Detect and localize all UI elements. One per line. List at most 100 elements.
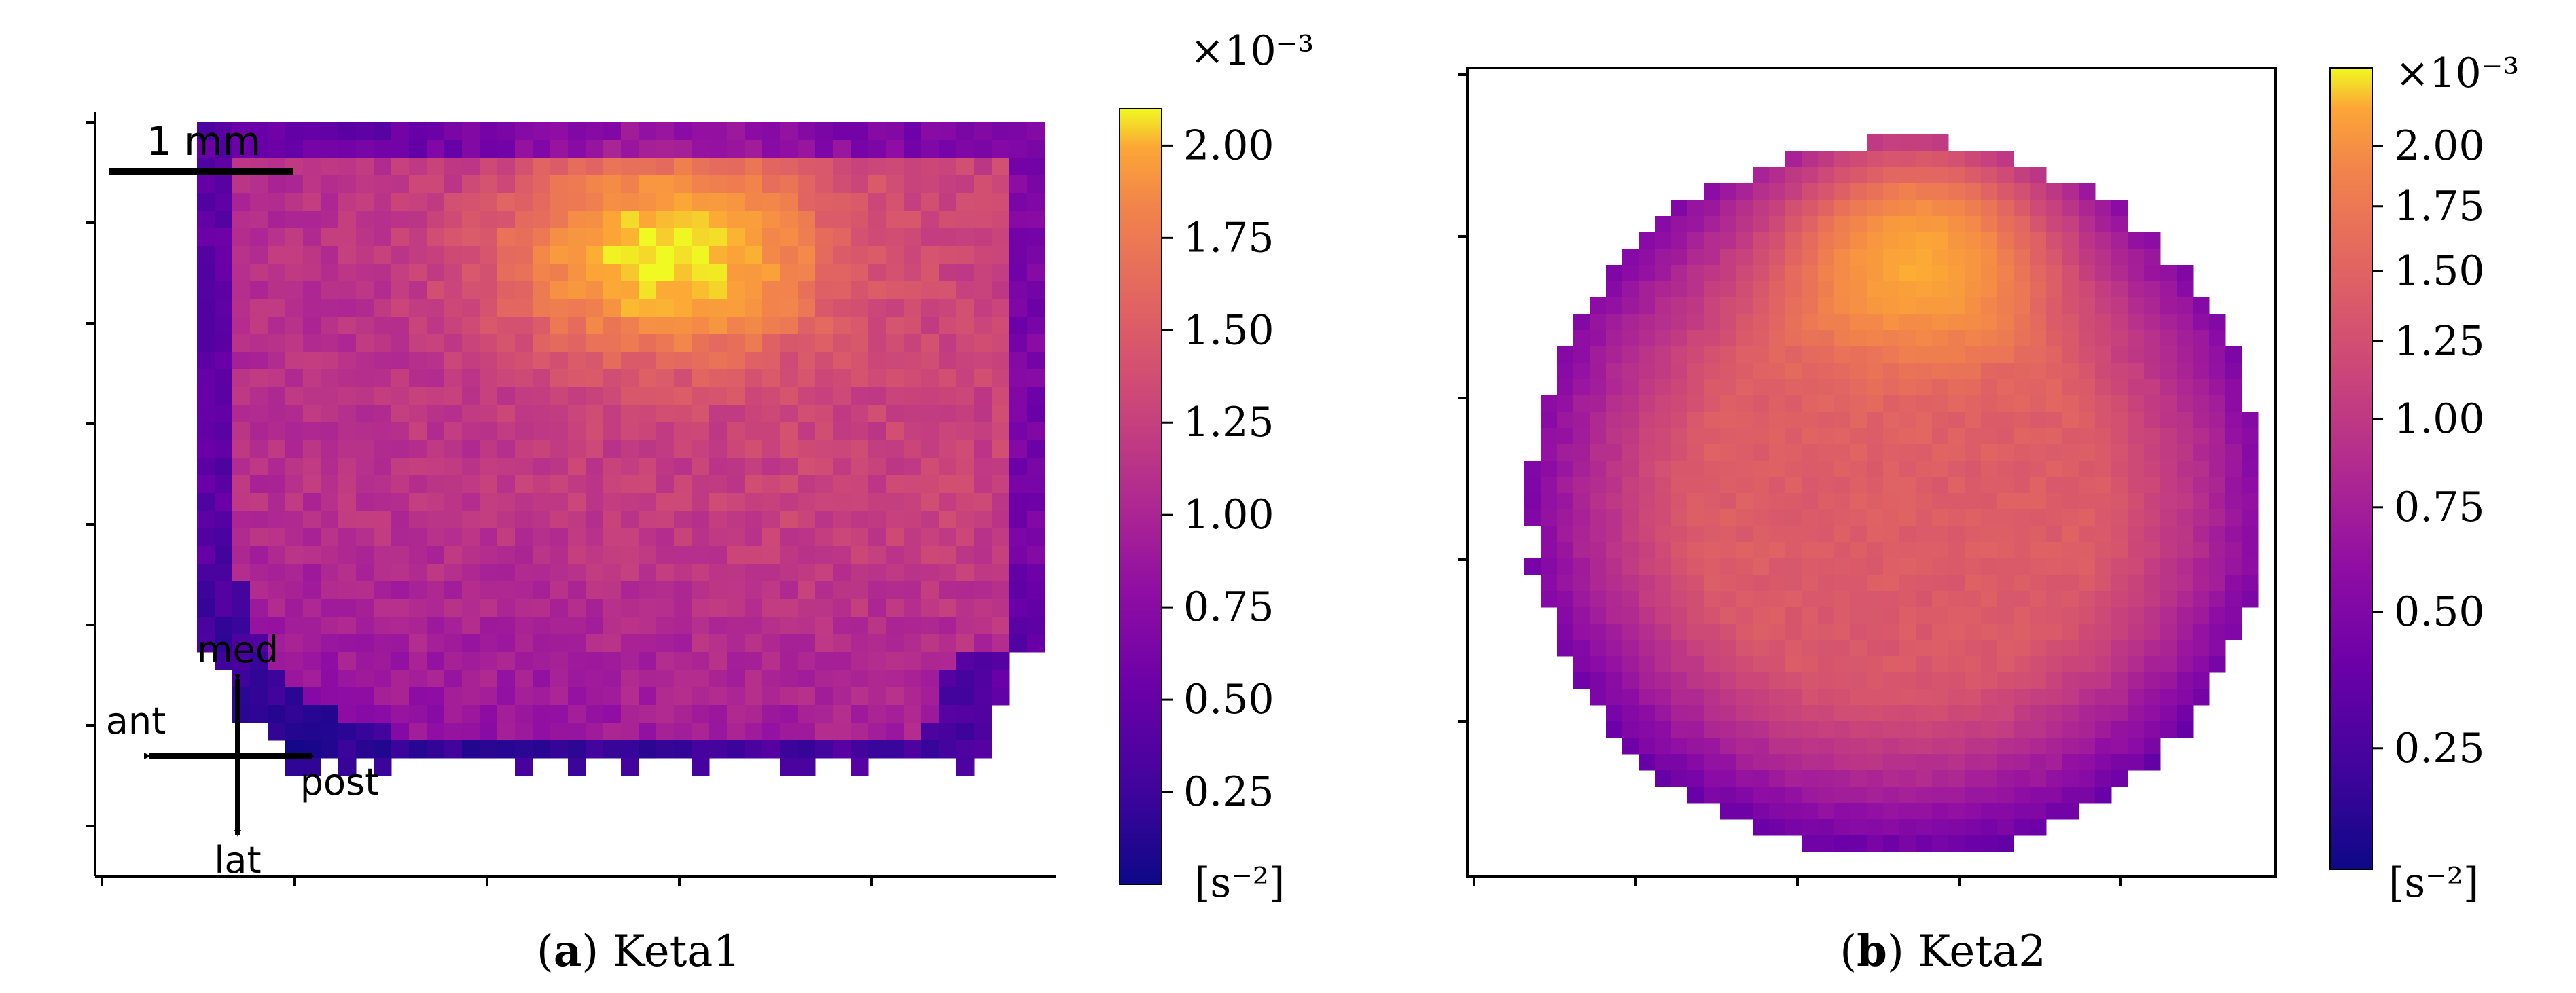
heatmap-cell (568, 705, 586, 723)
heatmap-cell (674, 369, 692, 388)
heatmap-cell (1720, 787, 1737, 804)
heatmap-cell (2193, 297, 2210, 314)
heatmap-cell (550, 299, 569, 317)
heatmap-cell (338, 758, 357, 776)
heatmap-cell (886, 193, 904, 211)
heatmap-cell (550, 475, 569, 494)
heatmap-cell (1916, 428, 1933, 445)
heatmap-cell (2177, 281, 2194, 298)
heatmap-cell (497, 193, 516, 211)
heatmap-cell (1671, 770, 1688, 787)
heatmap-cell (621, 246, 639, 264)
heatmap-cell (956, 175, 975, 194)
heatmap-cell (321, 440, 339, 458)
heatmap-cell (550, 158, 569, 176)
heatmap-cell (2209, 395, 2226, 412)
heatmap-cell (2062, 314, 2079, 331)
heatmap-cell (939, 369, 957, 388)
heatmap-cell (2209, 477, 2226, 494)
heatmap-cell (2144, 249, 2161, 266)
heatmap-cell (621, 193, 639, 211)
heatmap-cell (586, 440, 604, 458)
heatmap-cell (1785, 526, 1802, 543)
heatmap-cell (745, 440, 763, 458)
heatmap-cell (868, 158, 887, 176)
heatmap-cell (904, 246, 922, 264)
heatmap-cell (321, 193, 339, 211)
heatmap-cell (762, 652, 781, 670)
heatmap-cell (727, 246, 745, 264)
heatmap-cell (2128, 346, 2145, 363)
heatmap-cell (674, 140, 692, 158)
heatmap-cell (1655, 558, 1672, 575)
heatmap-cell (2209, 624, 2226, 640)
heatmap-cell (621, 528, 639, 547)
heatmap-cell (515, 264, 533, 282)
heatmap-cell (780, 458, 798, 476)
heatmap-cell (462, 564, 480, 582)
heatmap-cell (2030, 216, 2047, 233)
heatmap-cell (762, 422, 781, 441)
heatmap-cell (215, 369, 233, 388)
heatmap-cell (798, 264, 816, 282)
heatmap-cell (1965, 200, 1982, 217)
heatmap-cell (833, 475, 851, 494)
heatmap-cell (1639, 689, 1656, 706)
heatmap-cell (2111, 363, 2128, 380)
heatmap-cell (904, 617, 922, 635)
heatmap-cell (427, 317, 445, 335)
heatmap-cell (621, 422, 639, 441)
heatmap-cell (409, 475, 427, 494)
heatmap-cell (1557, 428, 1574, 445)
heatmap-cell (1899, 558, 1916, 575)
heatmap-cell (2079, 200, 2096, 217)
heatmap-cell (427, 458, 445, 476)
heatmap-cell (250, 634, 268, 653)
heatmap-cell (745, 140, 763, 158)
heatmap-cell (444, 422, 463, 441)
heatmap-cell (268, 334, 286, 353)
heatmap-cell (215, 175, 233, 194)
heatmap-cell (1785, 281, 1802, 298)
heatmap-cell (1590, 461, 1607, 477)
heatmap-cell (1867, 754, 1884, 771)
heatmap-cell (1916, 672, 1933, 689)
heatmap-cell (1818, 591, 1835, 608)
heatmap-cell (745, 228, 763, 247)
heatmap-cell (480, 281, 498, 300)
heatmap-cell (1687, 509, 1704, 526)
heatmap-cell (1997, 461, 2014, 477)
heatmap-cell (515, 617, 533, 635)
heatmap-cell (1981, 624, 1998, 640)
heatmap-cell (533, 175, 551, 194)
heatmap-cell (1981, 656, 1998, 673)
heatmap-cell (815, 617, 834, 635)
heatmap-cell (2177, 493, 2194, 510)
heatmap-cell (497, 175, 516, 194)
heatmap-cell (868, 458, 887, 476)
heatmap-cell (515, 705, 533, 723)
heatmap-cell (1753, 738, 1770, 755)
heatmap-cell (1899, 363, 1916, 380)
heatmap-cell (815, 581, 834, 600)
heatmap-cell (2144, 624, 2161, 640)
heatmap-cell (1639, 705, 1656, 722)
heatmap-cell (1009, 158, 1028, 176)
heatmap-cell (833, 228, 851, 247)
heatmap-cell (586, 475, 604, 494)
heatmap-cell (2095, 346, 2112, 363)
heatmap-cell (1932, 672, 1949, 689)
heatmap-cell (2014, 738, 2031, 755)
heatmap-cell (550, 405, 569, 423)
heatmap-cell (956, 211, 975, 229)
heatmap-cell (250, 352, 268, 370)
heatmap-cell (374, 228, 392, 247)
heatmap-cell (621, 140, 639, 158)
heatmap-cell (2014, 330, 2031, 347)
heatmap-cell (1916, 134, 1933, 151)
heatmap-cell (1850, 412, 1867, 429)
heatmap-cell (215, 352, 233, 370)
heatmap-cell (709, 723, 728, 741)
heatmap-cell (250, 228, 268, 247)
heatmap-cell (2177, 558, 2194, 575)
